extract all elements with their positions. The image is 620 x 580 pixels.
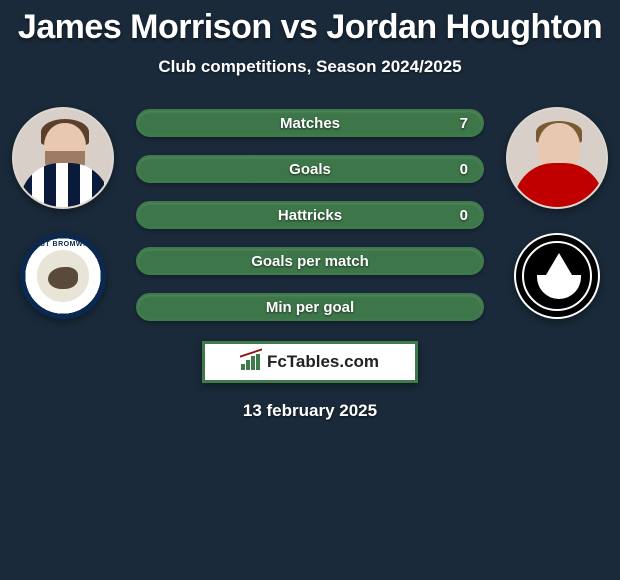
bird-icon: [48, 267, 78, 289]
comparison-card: James Morrison vs Jordan Houghton Club c…: [0, 0, 620, 421]
stats-column: Matches 7 Goals 0 Hattricks 0 Goals per …: [118, 109, 502, 321]
right-column: [502, 107, 612, 319]
stat-label: Min per goal: [266, 299, 354, 316]
brand-text: FcTables.com: [267, 352, 379, 372]
bar-chart-icon: [241, 354, 261, 370]
subtitle: Club competitions, Season 2024/2025: [0, 57, 620, 77]
stat-bar-mpg: Min per goal: [136, 293, 484, 321]
brand-box[interactable]: FcTables.com: [202, 341, 418, 383]
stat-bar-gpm: Goals per match: [136, 247, 484, 275]
date-text: 13 february 2025: [243, 401, 377, 421]
page-title: James Morrison vs Jordan Houghton: [0, 8, 620, 47]
stat-bar-goals: Goals 0: [136, 155, 484, 183]
stat-value: 7: [460, 115, 468, 132]
stat-bar-hattricks: Hattricks 0: [136, 201, 484, 229]
sail-icon: [546, 253, 572, 275]
club-logo-left: EST BROMWIC: [20, 233, 106, 319]
stat-label: Goals per match: [251, 253, 369, 270]
ship-icon: [537, 275, 581, 299]
stat-value: 0: [460, 207, 468, 224]
footer: FcTables.com 13 february 2025: [0, 341, 620, 421]
stat-label: Matches: [280, 115, 340, 132]
club-logo-right: [514, 233, 600, 319]
stat-bar-matches: Matches 7: [136, 109, 484, 137]
left-column: EST BROMWIC: [8, 107, 118, 319]
stat-label: Goals: [289, 161, 331, 178]
stat-label: Hattricks: [278, 207, 342, 224]
player-photo-right: [506, 107, 608, 209]
main-row: EST BROMWIC Matches 7 Goals 0 Hattricks …: [0, 107, 620, 321]
player-photo-left: [12, 107, 114, 209]
stat-value: 0: [460, 161, 468, 178]
